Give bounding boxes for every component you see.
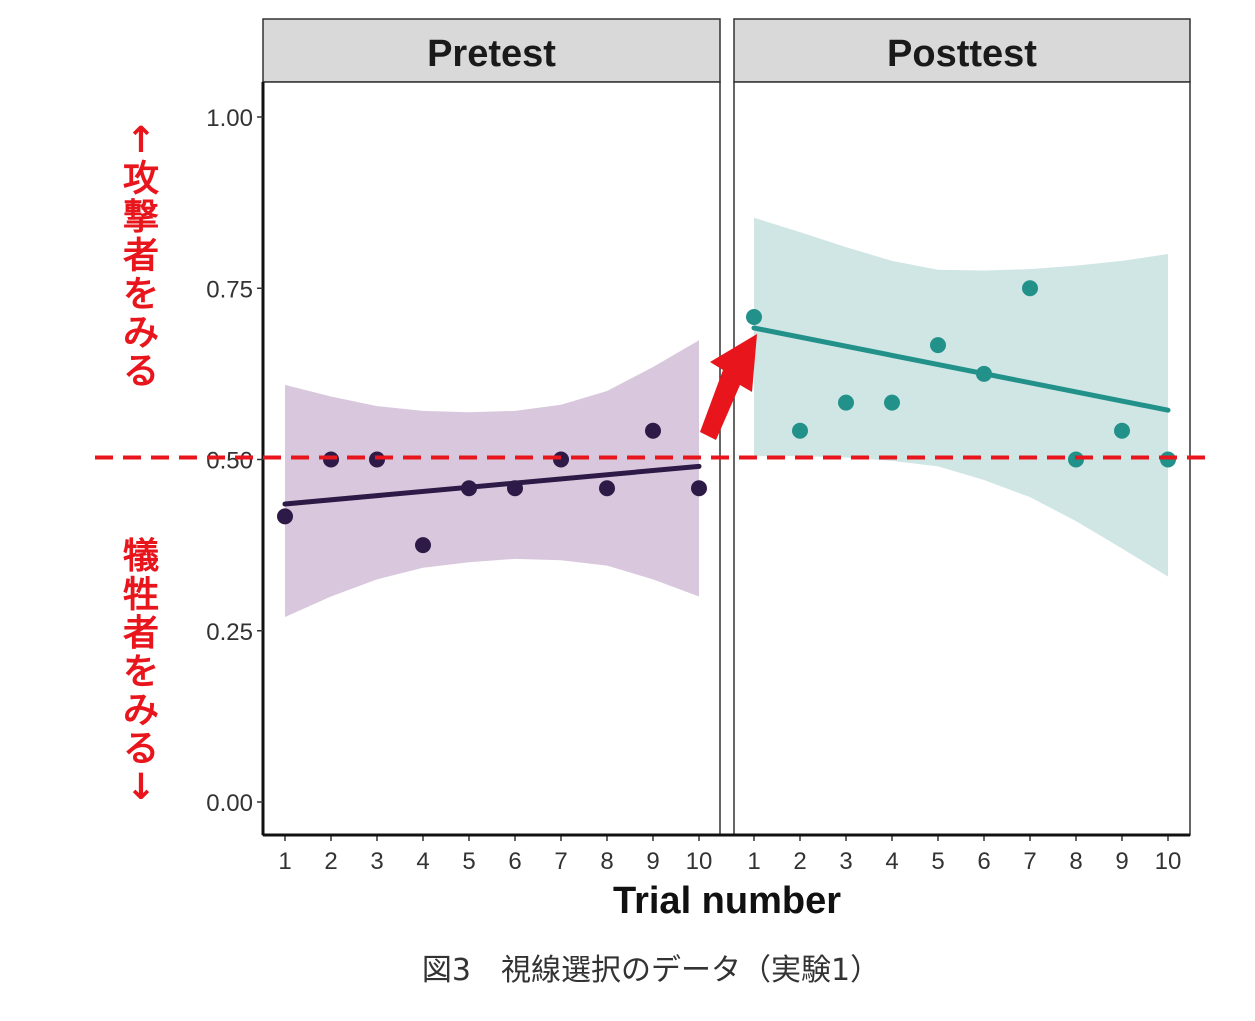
svg-text:者: 者 bbox=[123, 236, 159, 277]
x-tick-label: 1 bbox=[747, 848, 760, 875]
data-point bbox=[277, 508, 293, 525]
data-point bbox=[691, 480, 707, 497]
x-tick-label: 7 bbox=[1023, 848, 1036, 875]
data-point bbox=[792, 422, 808, 439]
x-axis-label: Trial number bbox=[613, 880, 841, 922]
data-point bbox=[930, 337, 946, 354]
facet-strip-label: Posttest bbox=[887, 33, 1037, 75]
data-point bbox=[1022, 280, 1038, 297]
x-tick-label: 4 bbox=[416, 848, 429, 875]
panel-posttest: Posttest bbox=[733, 18, 1191, 836]
svg-text:る: る bbox=[123, 729, 159, 770]
svg-text:者: 者 bbox=[123, 613, 159, 654]
x-tick-label: 7 bbox=[554, 848, 567, 875]
svg-text:攻: 攻 bbox=[123, 159, 159, 200]
y-tick-label: 0.75 bbox=[206, 276, 253, 303]
data-point bbox=[746, 309, 762, 326]
x-tick-label: 5 bbox=[462, 848, 475, 875]
data-point bbox=[645, 422, 661, 439]
regression-line bbox=[751, 325, 1171, 413]
x-tick-label: 6 bbox=[977, 848, 990, 875]
data-point bbox=[461, 480, 477, 497]
svg-text:を: を bbox=[123, 652, 159, 693]
x-tick-label: 3 bbox=[839, 848, 852, 875]
x-tick-label: 6 bbox=[508, 848, 521, 875]
facet-strip bbox=[733, 18, 1191, 83]
x-tick-label: 4 bbox=[885, 848, 898, 875]
svg-text:↑: ↑ bbox=[126, 120, 156, 161]
x-tick-label: 1 bbox=[278, 848, 291, 875]
confidence-ribbon bbox=[285, 340, 699, 618]
data-point bbox=[599, 480, 615, 497]
regression-line bbox=[282, 463, 702, 507]
red-arrow-annotation bbox=[700, 334, 757, 440]
x-tick-label: 10 bbox=[686, 848, 713, 875]
x-tick-label: 8 bbox=[1069, 848, 1082, 875]
svg-text:る: る bbox=[123, 351, 159, 392]
facet-strip-label: Pretest bbox=[427, 33, 556, 75]
data-point bbox=[884, 394, 900, 411]
x-tick-label: 10 bbox=[1155, 848, 1182, 875]
facet-strip bbox=[262, 18, 721, 83]
svg-text:を: を bbox=[123, 274, 159, 315]
x-tick-label: 9 bbox=[1115, 848, 1128, 875]
x-tick-label: 2 bbox=[793, 848, 806, 875]
figure-caption: 図3 視線選択のデータ（実験1） bbox=[422, 953, 880, 988]
x-tick-label: 8 bbox=[600, 848, 613, 875]
x-tick-label: 9 bbox=[646, 848, 659, 875]
y-tick-label: 0.50 bbox=[206, 448, 253, 475]
confidence-ribbon bbox=[754, 217, 1168, 577]
data-point bbox=[507, 480, 523, 497]
panel-pretest: Pretest bbox=[262, 18, 721, 836]
svg-text:犠: 犠 bbox=[123, 536, 159, 577]
svg-text:み: み bbox=[123, 313, 159, 354]
data-point bbox=[1114, 422, 1130, 439]
y-tick-label: 1.00 bbox=[206, 105, 253, 132]
x-tick-label: 5 bbox=[931, 848, 944, 875]
x-tick-label: 3 bbox=[370, 848, 383, 875]
svg-text:牲: 牲 bbox=[123, 575, 159, 616]
y-tick-label: 0.00 bbox=[206, 790, 253, 817]
svg-text:↓: ↓ bbox=[126, 767, 156, 808]
x-tick-label: 2 bbox=[324, 848, 337, 875]
svg-text:み: み bbox=[123, 690, 159, 731]
data-point bbox=[838, 394, 854, 411]
svg-text:撃: 撃 bbox=[123, 197, 159, 238]
data-point bbox=[415, 537, 431, 554]
data-point bbox=[976, 365, 992, 382]
y-tick-label: 0.25 bbox=[206, 619, 253, 646]
